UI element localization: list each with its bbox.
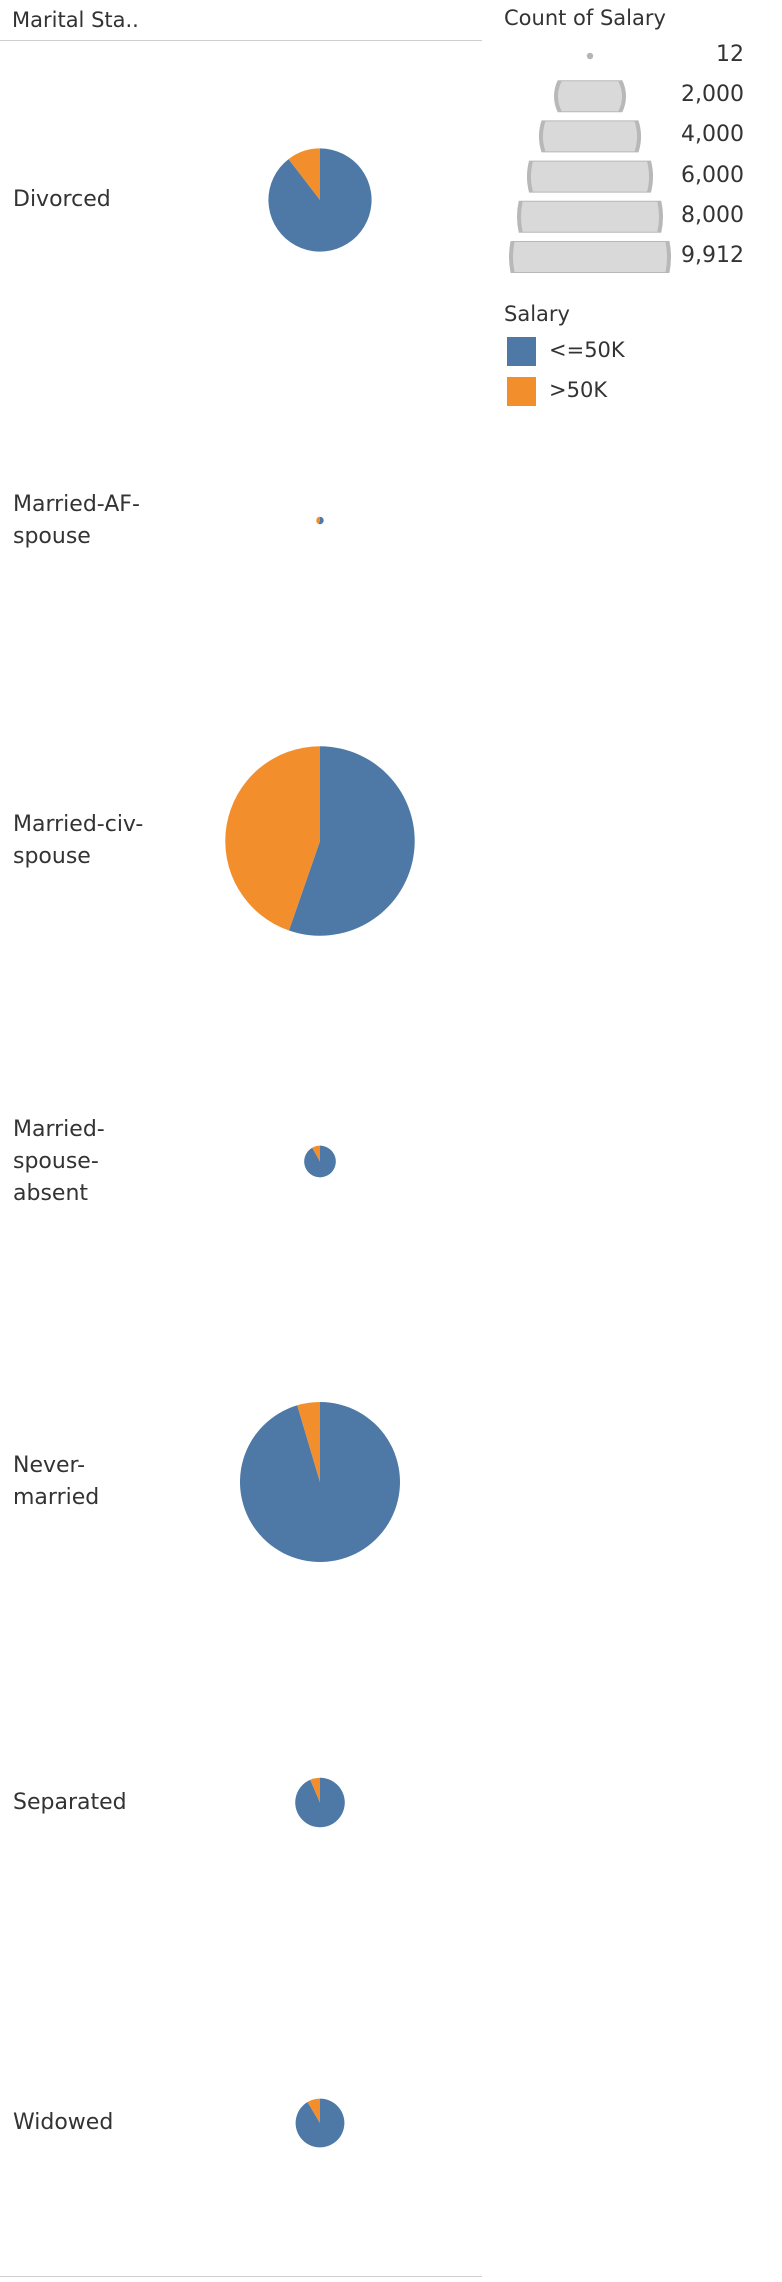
- row-label-line: Separated: [13, 1789, 127, 1815]
- color-legend-swatch-le-50k[interactable]: [507, 337, 536, 366]
- row-label-widowed[interactable]: Widowed: [13, 2107, 163, 2139]
- size-legend-mark-fill: [513, 242, 667, 272]
- pie-slice-widowed-gt-50k[interactable]: [307, 2098, 320, 2123]
- pie-slice-married-af-spouse-le-50k[interactable]: [318, 516, 324, 525]
- row-label-line: Married-: [13, 1116, 105, 1142]
- row-label-married-af-spouse[interactable]: Married-AF-spouse: [13, 489, 163, 553]
- pie-divorced[interactable]: [268, 148, 372, 252]
- row-label-married-civ-spouse[interactable]: Married-civ-spouse: [13, 809, 163, 873]
- pie-slice-widowed-le-50k[interactable]: [295, 2098, 345, 2148]
- pie-slice-married-civ-spouse-le-50k[interactable]: [288, 746, 415, 936]
- pie-slice-never-married-gt-50k[interactable]: [297, 1402, 320, 1482]
- size-legend-mark-fill: [531, 161, 649, 192]
- pie-slice-married-spouse-absent-gt-50k[interactable]: [312, 1145, 320, 1162]
- pie-separated[interactable]: [295, 1777, 345, 1828]
- row-label-married-spouse-absent[interactable]: Married-spouse-absent: [13, 1114, 163, 1210]
- size-legend-mark-fill: [520, 201, 660, 232]
- row-label-never-married[interactable]: Never-married: [13, 1450, 163, 1514]
- row-label-line: Widowed: [13, 2110, 114, 2135]
- pie-widowed[interactable]: [295, 2098, 345, 2148]
- pie-married-civ-spouse[interactable]: [225, 746, 415, 936]
- pie-never-married[interactable]: [239, 1402, 400, 1563]
- pie-slice-separated-le-50k[interactable]: [295, 1777, 345, 1828]
- color-legend-label-gt-50k[interactable]: >50K: [549, 378, 608, 402]
- size-legend-value: 2,000: [681, 82, 744, 108]
- row-label-line: Married-AF-: [13, 491, 140, 517]
- pie-slice-divorced-gt-50k[interactable]: [288, 148, 320, 200]
- bottom-divider: [0, 2276, 482, 2277]
- row-label-line: Never-: [13, 1453, 86, 1478]
- size-legend-mark-fill: [557, 81, 623, 112]
- color-legend-label-le-50k[interactable]: <=50K: [549, 338, 625, 362]
- size-legend-value: 9,912: [681, 243, 744, 268]
- size-legend-value: 12: [716, 42, 744, 67]
- pie-slice-divorced-le-50k[interactable]: [268, 148, 372, 252]
- pie-slice-married-spouse-absent-le-50k[interactable]: [304, 1145, 336, 1178]
- size-legend-title: Count of Salary: [504, 6, 666, 30]
- color-legend-swatch-gt-50k[interactable]: [507, 377, 536, 406]
- row-label-separated[interactable]: Separated: [13, 1787, 163, 1819]
- color-legend-title: Salary: [504, 302, 570, 326]
- dimension-header[interactable]: Marital Sta..: [12, 8, 139, 32]
- row-label-line: Married-civ-: [13, 812, 144, 837]
- pie-slice-never-married-le-50k[interactable]: [239, 1402, 400, 1563]
- row-label-line: married: [13, 1485, 100, 1510]
- row-label-divorced[interactable]: Divorced: [13, 184, 163, 216]
- row-label-line: spouse-: [13, 1148, 99, 1174]
- size-legend-mark: [586, 52, 594, 60]
- pie-slice-married-af-spouse-gt-50k[interactable]: [316, 516, 320, 524]
- row-label-line: absent: [13, 1180, 89, 1206]
- size-legend-value: 8,000: [681, 202, 744, 228]
- size-legend-value: 4,000: [681, 122, 744, 148]
- pie-married-spouse-absent[interactable]: [304, 1145, 336, 1178]
- pie-slice-married-civ-spouse-gt-50k[interactable]: [225, 746, 320, 931]
- row-label-line: spouse: [13, 523, 91, 549]
- row-label-line: spouse: [13, 844, 91, 869]
- header-divider: [0, 40, 482, 41]
- row-label-line: Divorced: [13, 187, 111, 212]
- pie-married-af-spouse[interactable]: [316, 516, 324, 525]
- size-legend-mark-fill: [543, 121, 637, 152]
- pie-slice-separated-gt-50k[interactable]: [310, 1777, 320, 1803]
- size-legend-value: 6,000: [681, 162, 744, 188]
